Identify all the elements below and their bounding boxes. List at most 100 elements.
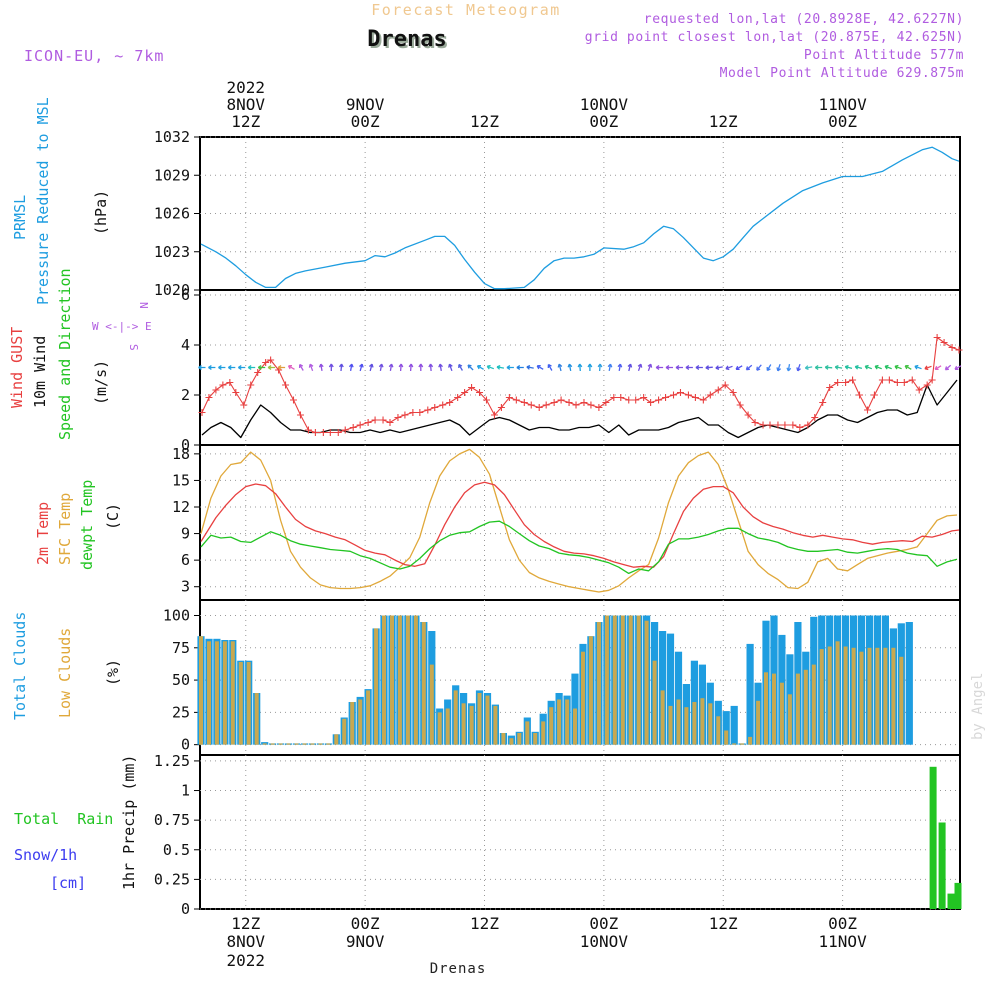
wind-gust-marker bbox=[662, 394, 670, 401]
low-cloud-bar bbox=[461, 703, 466, 745]
low-cloud-bar bbox=[843, 646, 848, 745]
low-cloud-bar bbox=[764, 672, 768, 745]
wind-direction-arrow bbox=[428, 363, 434, 372]
gridpoint-coords: grid point closest lon,lat (20.875E, 42.… bbox=[585, 30, 964, 45]
low-cloud-bar bbox=[652, 660, 657, 745]
wind-gust-marker bbox=[714, 386, 722, 394]
low-cloud-bar bbox=[342, 718, 347, 745]
low-cloud-bar bbox=[469, 705, 474, 745]
point-altitude: Point Altitude 577m bbox=[804, 48, 964, 63]
bottom-date-year: 2022 bbox=[226, 951, 265, 970]
wind-direction-arrow bbox=[577, 363, 583, 372]
total-cloud-bar bbox=[905, 622, 913, 745]
y-tick-label-precip: 0.25 bbox=[154, 870, 190, 888]
low-cloud-bar bbox=[732, 743, 737, 745]
wind-gust-marker bbox=[326, 429, 334, 436]
low-cloud-bar bbox=[477, 693, 482, 745]
top-date-day: 9NOV bbox=[346, 95, 385, 114]
wind-direction-arrow bbox=[328, 363, 334, 371]
wind-direction-arrow bbox=[884, 364, 892, 370]
wind-direction-arrow bbox=[496, 364, 505, 370]
low-cloud-bar bbox=[628, 615, 633, 745]
wind-gust-marker bbox=[468, 384, 476, 391]
rain-bar bbox=[947, 893, 955, 909]
wind-direction-arrow bbox=[705, 365, 713, 370]
y-tick-label-pressure: 1023 bbox=[154, 243, 190, 261]
low-cloud-bar bbox=[421, 622, 426, 745]
wind-gust-marker bbox=[356, 421, 364, 429]
wind-gust-marker bbox=[262, 359, 270, 366]
low-cloud-bar bbox=[779, 682, 784, 745]
top-date-day: 10NOV bbox=[580, 95, 629, 114]
wind-gust-marker bbox=[915, 386, 923, 394]
wind-direction-arrow bbox=[844, 364, 853, 370]
low-cloud-bar bbox=[557, 699, 562, 745]
low-cloud-bar bbox=[445, 708, 450, 745]
wind-direction-arrow bbox=[388, 363, 394, 372]
wind-direction-arrow bbox=[287, 365, 295, 370]
wind-gust-marker bbox=[446, 399, 454, 406]
wind-gust-marker bbox=[497, 404, 505, 411]
low-cloud-bar bbox=[294, 743, 299, 745]
wind-gust-marker bbox=[296, 411, 304, 419]
wind-gust-marker bbox=[804, 421, 812, 429]
low-cloud-bar bbox=[254, 693, 259, 745]
wind-gust-marker bbox=[416, 409, 424, 416]
low-cloud-bar bbox=[612, 615, 617, 745]
y-tick-label-precip: 0.5 bbox=[163, 841, 190, 859]
rain-bar bbox=[954, 882, 962, 909]
low-cloud-bar bbox=[437, 712, 442, 745]
wind-gust-marker bbox=[856, 391, 864, 399]
low-cloud-bar bbox=[517, 733, 522, 745]
y-tick-label-temp: 9 bbox=[181, 525, 190, 543]
y-tick-label-clouds: 100 bbox=[163, 607, 190, 625]
low-cloud-bar bbox=[350, 702, 355, 745]
bottom-date-hour: 00Z bbox=[351, 914, 380, 933]
total-cloud-bar bbox=[746, 643, 754, 745]
wind-gust-marker bbox=[535, 404, 543, 411]
bottom-date-hour: 12Z bbox=[470, 914, 499, 933]
label-snow: Snow/1h bbox=[14, 846, 77, 864]
low-cloud-bar bbox=[413, 615, 418, 745]
y-tick-label-precip: 1.25 bbox=[154, 752, 190, 770]
dewpt-temp-line bbox=[200, 520, 958, 575]
wind-direction-arrow bbox=[398, 363, 404, 372]
low-cloud-bar bbox=[787, 694, 792, 745]
wind-direction-arrow bbox=[476, 365, 484, 370]
model-altitude: Model Point Altitude 629.875m bbox=[720, 66, 964, 81]
low-cloud-bar bbox=[676, 699, 681, 745]
wind-gust-marker bbox=[482, 396, 490, 404]
wind-gust-marker bbox=[505, 394, 513, 401]
wind-gust-marker bbox=[205, 394, 213, 401]
wind-gust-marker bbox=[602, 399, 610, 406]
wind-gust-marker bbox=[751, 419, 759, 426]
label-2m-temp: 2m Temp bbox=[34, 502, 52, 565]
wind-gust-marker bbox=[520, 399, 528, 406]
wind-gust-marker bbox=[401, 411, 409, 419]
wind-gust-marker bbox=[617, 394, 625, 401]
wind-direction-arrow bbox=[824, 365, 833, 370]
wind-direction-arrow bbox=[587, 363, 593, 371]
low-cloud-bar bbox=[501, 733, 506, 745]
wind-direction-arrow bbox=[874, 364, 882, 370]
wind-gust-marker bbox=[334, 429, 342, 436]
wind-gust-marker bbox=[766, 421, 774, 429]
total-cloud-bar bbox=[659, 631, 667, 745]
low-cloud-bar bbox=[604, 615, 609, 745]
low-cloud-bar bbox=[620, 615, 625, 745]
low-cloud-bar bbox=[875, 647, 880, 745]
label-total-clouds: Total Clouds bbox=[11, 612, 29, 720]
wind-direction-arrow bbox=[438, 363, 443, 372]
low-cloud-bar bbox=[827, 646, 832, 745]
wind-direction-arrow bbox=[448, 363, 453, 372]
wind-gust-marker bbox=[729, 389, 737, 396]
wind-gust-marker bbox=[431, 404, 439, 411]
low-cloud-bar bbox=[740, 743, 745, 745]
y-tick-label-temp: 12 bbox=[172, 498, 190, 516]
wind-gust-marker bbox=[304, 426, 312, 434]
wind-gust-marker bbox=[610, 394, 618, 401]
wind-direction-arrow bbox=[257, 365, 266, 370]
y-tick-label-pressure: 1029 bbox=[154, 166, 190, 184]
wind-gust-marker bbox=[232, 389, 240, 396]
